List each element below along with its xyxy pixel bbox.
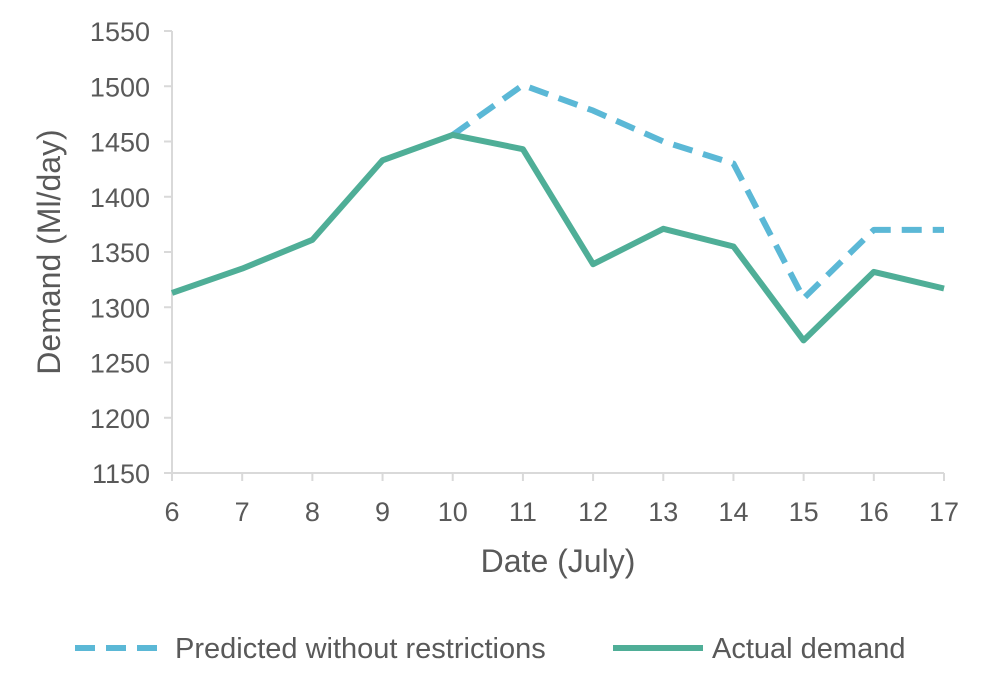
x-tick-label: 11 — [509, 497, 537, 527]
y-tick-label: 1250 — [90, 349, 150, 379]
legend-label: Actual demand — [712, 633, 905, 665]
actual-series-line — [171, 131, 945, 344]
x-tick-label: 12 — [578, 497, 608, 527]
series-layer — [171, 82, 945, 344]
legend: Predicted without restrictions Actual dem… — [75, 633, 905, 665]
y-axis-title: Demand (Ml/day) — [31, 129, 67, 374]
y-tick-label: 1550 — [90, 17, 150, 47]
x-axis-title: Date (July) — [481, 543, 636, 579]
x-tick-label: 8 — [305, 497, 320, 527]
y-tick-label: 1450 — [90, 128, 150, 158]
legend-label: Predicted without restrictions — [175, 633, 546, 665]
y-tick-label: 1150 — [92, 459, 150, 489]
y-tick-label: 1300 — [90, 293, 150, 323]
legend-item-actual: Actual demand — [613, 633, 905, 665]
y-axis: 1150 1200 1250 1300 1350 1400 1450 1500 1550 — [90, 17, 173, 489]
x-tick-label: 17 — [929, 497, 959, 527]
x-tick-label: 7 — [235, 497, 250, 527]
x-tick-label: 13 — [648, 497, 678, 527]
x-tick-label: 10 — [438, 497, 468, 527]
predicted-series-line — [450, 82, 944, 302]
x-axis: 6 7 8 9 10 11 12 13 14 15 16 17 — [164, 472, 959, 527]
x-tick-label: 15 — [789, 497, 819, 527]
y-tick-label: 1200 — [90, 404, 150, 434]
y-tick-label: 1350 — [90, 238, 150, 268]
legend-item-predicted: Predicted without restrictions — [75, 633, 546, 665]
y-tick-label: 1400 — [90, 183, 150, 213]
x-tick-label: 14 — [718, 497, 748, 527]
x-tick-label: 6 — [164, 497, 179, 527]
y-tick-label: 1500 — [90, 72, 150, 102]
x-tick-label: 16 — [859, 497, 889, 527]
x-tick-label: 9 — [375, 497, 390, 527]
